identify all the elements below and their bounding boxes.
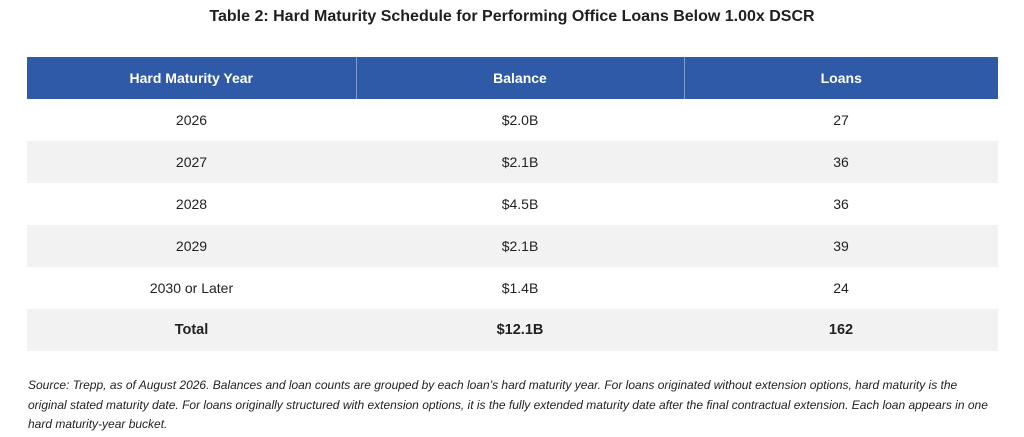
- cell-loans: 36: [684, 183, 998, 225]
- cell-year: 2029: [27, 225, 356, 267]
- table-row: 2026 $2.0B 27: [27, 99, 998, 141]
- source-note: Source: Trepp, as of August 2026. Balanc…: [28, 378, 988, 431]
- cell-balance: $2.0B: [356, 99, 684, 141]
- column-header-year: Hard Maturity Year: [27, 57, 356, 99]
- column-header-balance: Balance: [355, 57, 684, 99]
- maturity-schedule-table: Hard Maturity Year Balance Loans 2026 $2…: [27, 57, 998, 351]
- table-row: 2029 $2.1B 39: [27, 225, 998, 267]
- table-title: Table 2: Hard Maturity Schedule for Perf…: [209, 8, 815, 25]
- total-balance: $12.1B: [356, 309, 684, 351]
- table-row: 2030 or Later $1.4B 24: [27, 267, 998, 309]
- cell-year: 2028: [27, 183, 356, 225]
- table-row: 2028 $4.5B 36: [27, 183, 998, 225]
- cell-balance: $2.1B: [356, 225, 684, 267]
- cell-loans: 36: [684, 141, 998, 183]
- total-label: Total: [27, 309, 356, 351]
- total-loans: 162: [684, 309, 998, 351]
- cell-balance: $2.1B: [356, 141, 684, 183]
- cell-balance: $1.4B: [356, 267, 684, 309]
- cell-year: 2026: [27, 99, 356, 141]
- column-header-loans: Loans: [683, 57, 998, 99]
- cell-loans: 39: [684, 225, 998, 267]
- cell-loans: 24: [684, 267, 998, 309]
- table-row: 2027 $2.1B 36: [27, 141, 998, 183]
- cell-year: 2027: [27, 141, 356, 183]
- table-total-row: Total $12.1B 162: [27, 309, 998, 351]
- table-header-row: Hard Maturity Year Balance Loans: [27, 57, 998, 99]
- cell-balance: $4.5B: [356, 183, 684, 225]
- cell-loans: 27: [684, 99, 998, 141]
- cell-year: 2030 or Later: [27, 267, 356, 309]
